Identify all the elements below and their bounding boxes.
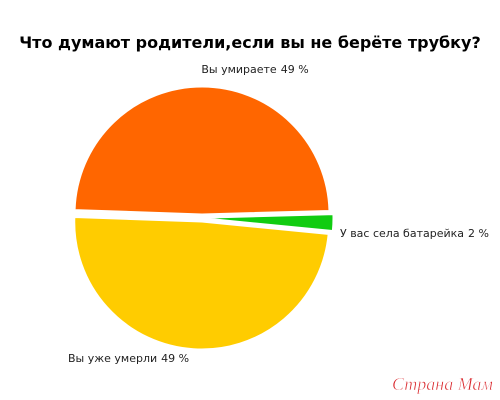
category-label: Вы уже умерли — [68, 352, 157, 365]
value-label: 49 % — [161, 352, 189, 365]
category-label: Вы умираете — [201, 63, 277, 76]
slice-label: Вы умираете 49 % — [201, 63, 308, 76]
slice-label: Вы уже умерли 49 % — [68, 352, 189, 365]
category-label: У вас села батарейка — [340, 227, 464, 240]
pie-slice — [74, 217, 329, 350]
pie-slice — [74, 86, 330, 215]
watermark: Страна Мам — [392, 374, 493, 394]
slice-label: У вас села батарейка 2 % — [340, 227, 489, 240]
value-label: 49 % — [281, 63, 309, 76]
value-label: 2 % — [468, 227, 489, 240]
pie-slice — [205, 214, 334, 232]
chart-title: Что думают родители,если вы не берёте тр… — [19, 33, 481, 52]
